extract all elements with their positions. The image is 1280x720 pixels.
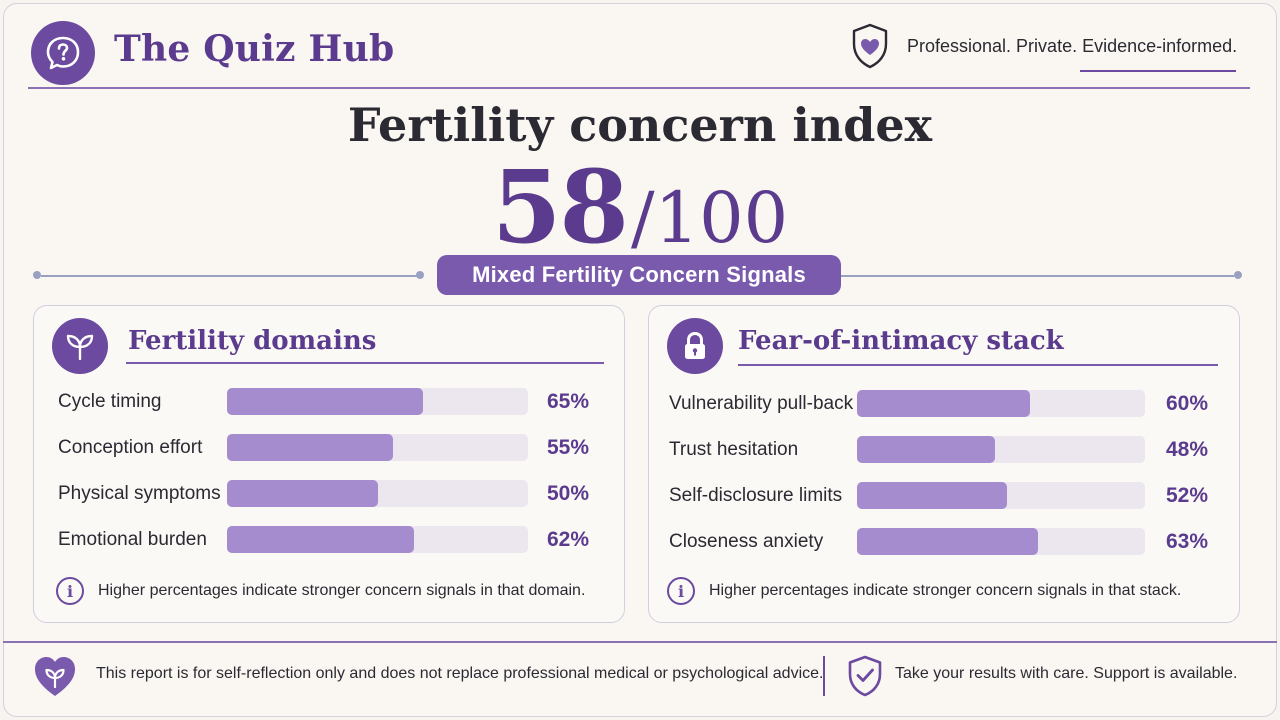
fear-of-intimacy-card: Fear-of-intimacy stack Vulnerability pul… bbox=[648, 305, 1240, 623]
card-title: Fertility domains bbox=[128, 326, 377, 356]
stack-row-trust-hesitation: Trust hesitation 48% bbox=[649, 436, 1239, 464]
row-percent: 48% bbox=[1166, 438, 1209, 461]
header: The Quiz Hub Professional. Private. Evid… bbox=[28, 18, 1250, 88]
bar-track bbox=[857, 390, 1145, 417]
row-percent: 60% bbox=[1166, 392, 1209, 415]
bar-fill bbox=[857, 482, 1007, 509]
bar-track bbox=[857, 482, 1145, 509]
row-percent: 62% bbox=[547, 528, 590, 551]
bar-fill bbox=[227, 480, 378, 507]
score-max: /100 bbox=[630, 177, 789, 259]
bar-track bbox=[227, 388, 528, 415]
divider-dot-right bbox=[1234, 271, 1242, 279]
row-percent: 52% bbox=[1166, 484, 1209, 507]
disclaimer-text: This report is for self-reflection only … bbox=[96, 665, 824, 682]
row-label: Self-disclosure limits bbox=[669, 485, 843, 506]
row-label: Trust hesitation bbox=[669, 439, 799, 460]
row-percent: 55% bbox=[547, 436, 590, 459]
row-percent: 65% bbox=[547, 390, 590, 413]
note-text: Higher percentages indicate stronger con… bbox=[709, 582, 1182, 599]
stack-row-vulnerability-pull-back: Vulnerability pull-back 60% bbox=[649, 390, 1239, 418]
domain-row-physical-symptoms: Physical symptoms 50% bbox=[34, 480, 624, 508]
row-label: Vulnerability pull-back bbox=[669, 393, 854, 414]
divider-line-right bbox=[841, 275, 1234, 277]
card-note: i Higher percentages indicate stronger c… bbox=[56, 577, 616, 605]
support-text: Take your results with care. Support is … bbox=[895, 665, 1238, 682]
fertility-domains-card: Fertility domains Cycle timing 65% Conce… bbox=[33, 305, 625, 623]
bar-track bbox=[227, 480, 528, 507]
domain-row-conception-effort: Conception effort 55% bbox=[34, 434, 624, 462]
result-badge: Mixed Fertility Concern Signals bbox=[437, 255, 841, 295]
divider-dot-inner-left bbox=[416, 271, 424, 279]
header-divider bbox=[28, 87, 1250, 89]
footer-divider bbox=[3, 641, 1277, 643]
row-percent: 50% bbox=[547, 482, 590, 505]
row-label: Physical symptoms bbox=[58, 483, 221, 504]
domain-row-emotional-burden: Emotional burden 62% bbox=[34, 526, 624, 554]
bar-fill bbox=[857, 528, 1039, 555]
bar-track bbox=[857, 528, 1145, 555]
bar-fill bbox=[857, 390, 1030, 417]
bar-fill bbox=[227, 526, 414, 553]
lock-icon bbox=[667, 318, 723, 374]
shield-heart-icon bbox=[850, 22, 890, 70]
bar-track bbox=[857, 436, 1145, 463]
brand-title: The Quiz Hub bbox=[114, 28, 395, 70]
sprout-icon bbox=[52, 318, 108, 374]
card-title: Fear-of-intimacy stack bbox=[738, 326, 1064, 356]
bar-fill bbox=[227, 388, 423, 415]
index-title: Fertility concern index bbox=[347, 98, 933, 152]
bar-fill bbox=[227, 434, 393, 461]
row-percent: 63% bbox=[1166, 530, 1209, 553]
tagline-underline bbox=[1080, 70, 1236, 72]
domain-row-cycle-timing: Cycle timing 65% bbox=[34, 388, 624, 416]
row-label: Emotional burden bbox=[58, 529, 207, 550]
row-label: Cycle timing bbox=[58, 391, 162, 412]
bar-track bbox=[227, 434, 528, 461]
bar-track bbox=[227, 526, 528, 553]
score-display: 58/100 bbox=[0, 148, 1280, 266]
row-label: Closeness anxiety bbox=[669, 531, 824, 552]
card-title-rule bbox=[126, 362, 604, 364]
info-icon: i bbox=[667, 577, 695, 605]
info-icon: i bbox=[56, 577, 84, 605]
question-bubble-icon bbox=[31, 21, 95, 85]
bar-fill bbox=[857, 436, 996, 463]
shield-check-icon bbox=[847, 654, 883, 703]
row-label: Conception effort bbox=[58, 437, 203, 458]
divider-dot-left bbox=[33, 271, 41, 279]
card-note: i Higher percentages indicate stronger c… bbox=[667, 577, 1227, 605]
footer-separator bbox=[823, 656, 825, 696]
note-text: Higher percentages indicate stronger con… bbox=[98, 582, 586, 599]
score-value: 58 bbox=[491, 148, 629, 266]
card-title-rule bbox=[738, 364, 1218, 366]
stack-row-self-disclosure-limits: Self-disclosure limits 52% bbox=[649, 482, 1239, 510]
divider-line-left bbox=[41, 275, 420, 277]
stack-row-closeness-anxiety: Closeness anxiety 63% bbox=[649, 528, 1239, 556]
tagline: Professional. Private. Evidence-informed… bbox=[907, 36, 1238, 56]
heart-sprout-icon bbox=[31, 653, 79, 704]
